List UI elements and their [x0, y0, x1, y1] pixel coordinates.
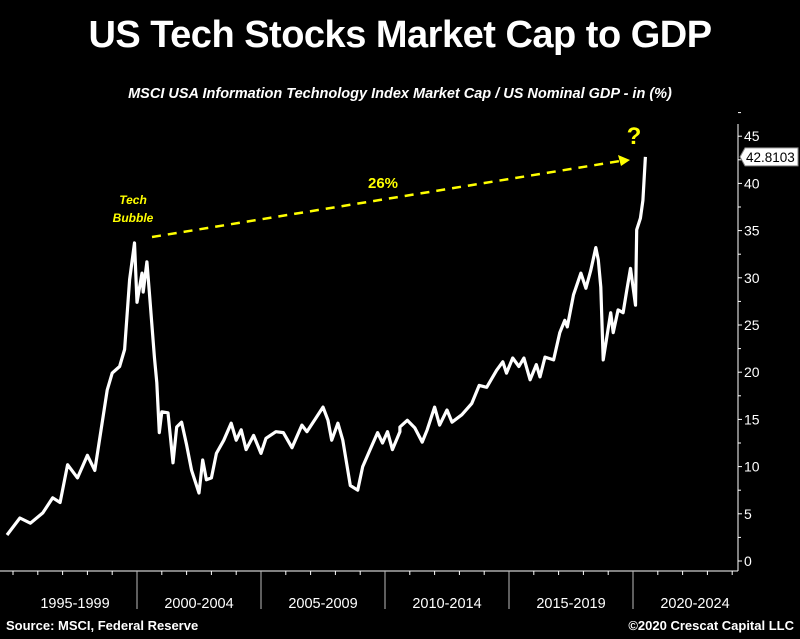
chart-subtitle: MSCI USA Information Technology Index Ma…	[128, 86, 672, 102]
annotation-tech-label: Tech	[119, 193, 147, 207]
arrow-head-icon	[618, 155, 630, 166]
y-tick-label: 20	[744, 364, 760, 380]
y-tick-label: 5	[744, 506, 752, 522]
y-tick-label: 35	[744, 223, 760, 239]
last-value-badge	[739, 147, 799, 167]
x-tick-label: 2015-2019	[536, 596, 605, 612]
source-note: Source: MSCI, Federal Reserve	[6, 618, 199, 633]
x-tick-label: 2005-2009	[288, 596, 357, 612]
x-tick-label: 2020-2024	[660, 596, 729, 612]
y-tick-label: 45	[744, 128, 760, 144]
annotation-bubble-label: Bubble	[113, 211, 154, 225]
y-tick-label: 30	[744, 270, 760, 286]
last-value-label: 42.8103	[746, 150, 795, 165]
copyright-note: ©2020 Crescat Capital LLC	[628, 618, 794, 633]
x-tick-label: 1995-1999	[40, 596, 109, 612]
y-tick-label: 15	[744, 411, 760, 427]
y-tick-label: 10	[744, 459, 760, 475]
annotation-change-label: 26%	[368, 175, 398, 192]
y-tick-label: 0	[744, 553, 752, 569]
x-tick-label: 2000-2004	[164, 596, 233, 612]
annotation-question-mark: ?	[627, 123, 642, 150]
x-tick-label: 2010-2014	[412, 596, 481, 612]
y-tick-label: 40	[744, 175, 760, 191]
chart-title: US Tech Stocks Market Cap to GDP	[88, 14, 712, 56]
series-line	[5, 156, 647, 536]
dashed-trend-arrow	[151, 159, 621, 239]
y-tick-label: 25	[744, 317, 760, 333]
